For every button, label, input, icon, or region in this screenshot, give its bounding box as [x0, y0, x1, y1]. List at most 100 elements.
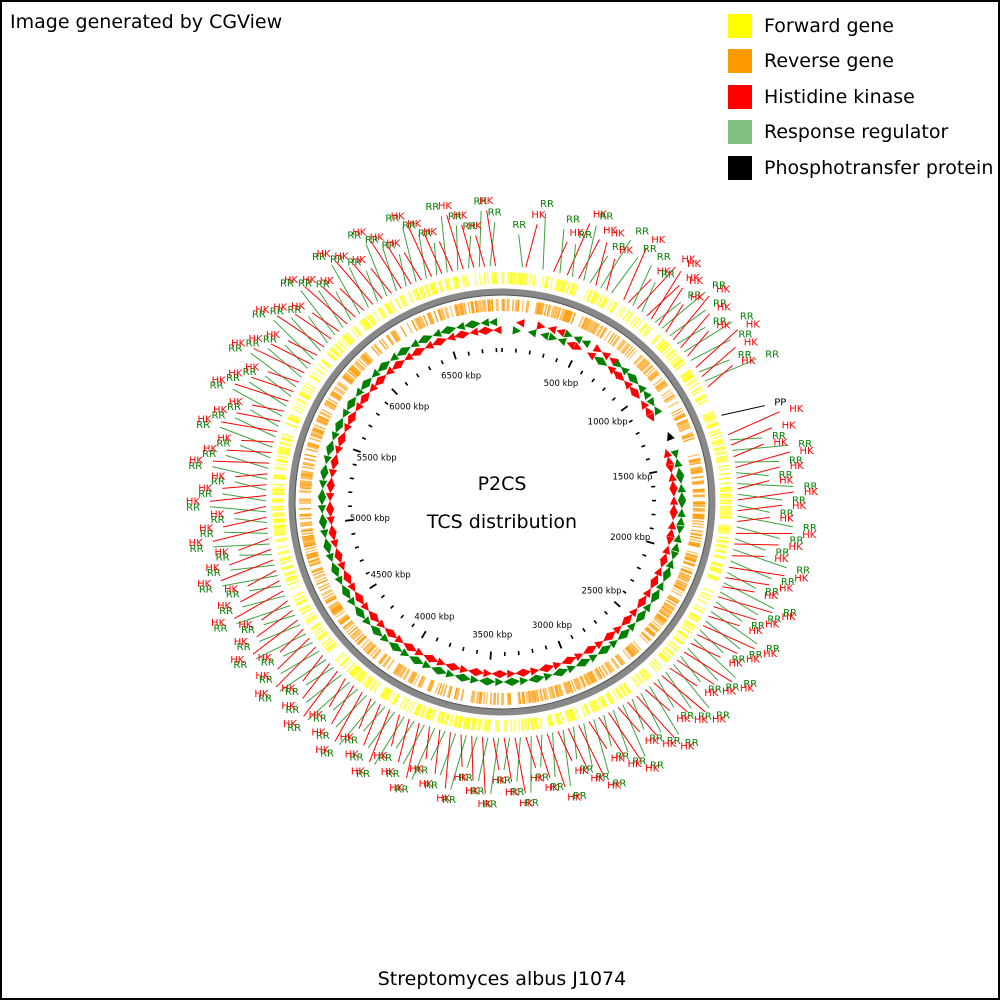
minor-tick: [629, 420, 632, 422]
callout-line: [277, 638, 309, 669]
reverse-gene-mark: [305, 454, 317, 457]
gene-tracks: [272, 272, 732, 732]
histidine-kinase-marker: [470, 328, 479, 336]
histidine-kinase-label: HK: [231, 339, 246, 350]
histidine-kinase-label: HK: [744, 337, 759, 348]
organism-caption: Streptomyces albus J1074: [2, 968, 1000, 990]
kbp-tick-label: 1000 kbp: [588, 417, 628, 427]
reverse-gene-mark: [305, 547, 317, 550]
kbp-tick-label: 6000 kbp: [389, 403, 429, 413]
minor-tick: [362, 438, 366, 440]
forward-gene-mark: [516, 272, 517, 284]
callout-line: [696, 330, 738, 368]
forward-gene-mark: [273, 519, 285, 520]
forward-gene-mark: [681, 626, 691, 633]
reverse-gene-mark: [693, 491, 705, 492]
callout-line: [732, 556, 765, 557]
response-regulator-marker: [512, 326, 521, 334]
reverse-gene-mark: [690, 536, 702, 538]
response-regulator-label: RR: [657, 252, 671, 263]
reverse-gene-mark: [484, 692, 485, 704]
callout-line: [737, 527, 780, 539]
forward-gene-mark: [720, 514, 732, 515]
forward-gene-mark: [529, 274, 531, 286]
phosphotransfer-label: PP: [774, 398, 786, 409]
forward-gene-mark: [273, 484, 285, 485]
forward-gene-mark: [335, 652, 344, 660]
forward-gene-mark: [717, 465, 729, 467]
histidine-kinase-marker: [499, 670, 507, 678]
callout-line: [439, 241, 452, 271]
callout-line: [731, 561, 772, 579]
forward-gene-mark: [550, 278, 553, 290]
minor-tick: [449, 643, 450, 647]
response-regulator-marker: [676, 525, 684, 534]
forward-gene-mark: [272, 491, 284, 492]
response-regulator-marker: [528, 675, 537, 683]
callout-line: [697, 635, 737, 654]
response-regulator-marker: [324, 455, 332, 464]
callout-line: [251, 377, 293, 391]
response-regulator-marker: [540, 332, 549, 340]
histidine-kinase-label: HK: [531, 210, 546, 221]
histidine-kinase-label: HK: [386, 239, 401, 250]
histidine-kinase-label: HK: [228, 368, 243, 379]
histidine-kinase-label: HK: [189, 538, 204, 549]
forward-gene-mark: [280, 561, 292, 564]
histidine-kinase-marker: [670, 496, 678, 504]
histidine-kinase-marker: [587, 352, 596, 360]
callout-line: [213, 528, 268, 541]
histidine-kinase-label: HK: [409, 764, 424, 775]
histidine-kinase-label: HK: [607, 781, 622, 792]
response-regulator-marker: [487, 677, 496, 685]
response-regulator-marker: [548, 333, 557, 341]
histidine-kinase-label: HK: [211, 471, 226, 482]
histidine-kinase-label: HK: [722, 687, 737, 698]
histidine-kinase-label: HK: [381, 767, 396, 778]
callout-line: [229, 549, 271, 565]
callout-line: [543, 213, 546, 269]
reverse-gene-mark: [302, 533, 314, 535]
histidine-kinase-label: HK: [746, 319, 761, 330]
reverse-gene-mark: [379, 340, 386, 350]
minor-tick: [631, 579, 634, 581]
callout-line: [558, 731, 572, 760]
response-regulator-marker: [470, 675, 479, 683]
reverse-gene-mark: [299, 515, 311, 516]
histidine-kinase-label: HK: [212, 375, 227, 386]
histidine-kinase-label: HK: [465, 786, 480, 797]
backbone-ring: [292, 292, 712, 712]
histidine-kinase-label: HK: [645, 736, 660, 747]
forward-gene-mark: [623, 310, 630, 320]
callout-line: [235, 474, 267, 477]
minor-tick: [376, 413, 379, 415]
response-regulator-marker: [320, 529, 328, 538]
callout-line: [607, 259, 615, 291]
callout-line: [371, 268, 392, 293]
histidine-kinase-marker: [327, 485, 335, 494]
histidine-kinase-marker: [326, 509, 334, 518]
histidine-kinase-label: HK: [763, 649, 778, 660]
minor-tick: [646, 459, 650, 460]
minor-tick: [463, 647, 464, 651]
reverse-gene-mark: [434, 311, 438, 322]
forward-gene-mark: [561, 712, 564, 724]
major-tick: [422, 631, 426, 638]
forward-gene-mark: [313, 626, 323, 633]
reverse-gene-mark: [299, 492, 311, 493]
reverse-gene-mark: [489, 299, 490, 311]
callout-line: [441, 216, 447, 272]
reverse-gene-mark: [691, 477, 703, 479]
histidine-kinase-label: HK: [198, 415, 213, 426]
response-regulator-marker: [676, 475, 684, 484]
histidine-kinase-label: HK: [351, 767, 366, 778]
histidine-kinase-label: HK: [740, 684, 755, 695]
histidine-kinase-marker: [326, 501, 334, 509]
kbp-tick-label: 4500 kbp: [371, 571, 411, 581]
histidine-kinase-label: HK: [254, 689, 269, 700]
callout-line: [596, 242, 607, 285]
histidine-kinase-label: HK: [438, 201, 453, 212]
histidine-kinase-label: HK: [320, 276, 335, 287]
histidine-kinase-marker: [459, 665, 468, 673]
callout-line: [709, 616, 740, 626]
